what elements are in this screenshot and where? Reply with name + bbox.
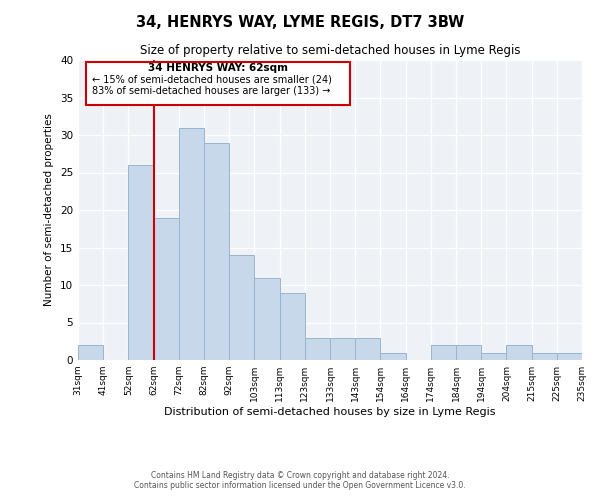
Bar [431, 345, 456, 360]
Text: 34 HENRYS WAY: 62sqm: 34 HENRYS WAY: 62sqm [148, 63, 288, 73]
Bar [254, 278, 280, 360]
Bar [380, 352, 406, 360]
Y-axis label: Number of semi-detached properties: Number of semi-detached properties [44, 114, 55, 306]
Bar [481, 352, 506, 360]
Bar [456, 345, 481, 360]
Bar [355, 338, 380, 360]
Bar [557, 352, 582, 360]
Text: Contains HM Land Registry data © Crown copyright and database right 2024.
Contai: Contains HM Land Registry data © Crown c… [134, 470, 466, 490]
Text: ← 15% of semi-detached houses are smaller (24): ← 15% of semi-detached houses are smalle… [92, 74, 332, 85]
Bar [229, 255, 254, 360]
Bar [179, 128, 204, 360]
Bar [305, 338, 330, 360]
X-axis label: Distribution of semi-detached houses by size in Lyme Regis: Distribution of semi-detached houses by … [164, 407, 496, 417]
FancyBboxPatch shape [86, 62, 350, 105]
Title: Size of property relative to semi-detached houses in Lyme Regis: Size of property relative to semi-detach… [140, 44, 520, 58]
Bar [78, 345, 103, 360]
Bar [506, 345, 532, 360]
Bar [204, 142, 229, 360]
Text: 83% of semi-detached houses are larger (133) →: 83% of semi-detached houses are larger (… [92, 86, 330, 97]
Bar [280, 292, 305, 360]
Bar [532, 352, 557, 360]
Bar [154, 218, 179, 360]
Bar [330, 338, 355, 360]
Bar [128, 165, 154, 360]
Text: 34, HENRYS WAY, LYME REGIS, DT7 3BW: 34, HENRYS WAY, LYME REGIS, DT7 3BW [136, 15, 464, 30]
